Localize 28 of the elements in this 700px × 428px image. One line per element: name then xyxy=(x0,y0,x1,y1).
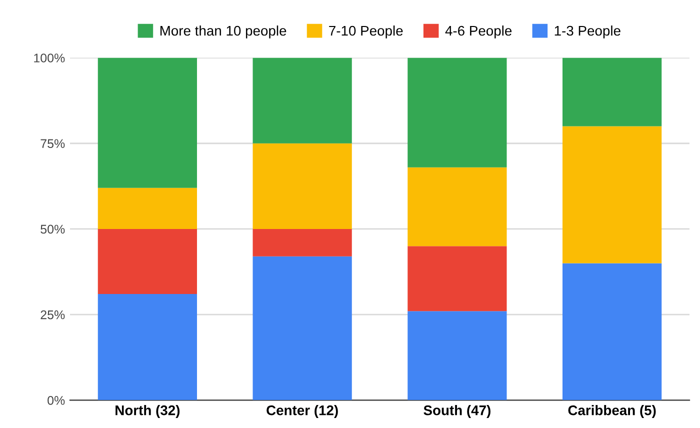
bar xyxy=(562,58,662,126)
bar xyxy=(408,311,507,400)
y-tick-label: 75% xyxy=(40,139,65,148)
x-tick-label: Caribbean (5) xyxy=(568,405,656,418)
bar xyxy=(252,228,352,256)
bar xyxy=(408,167,507,246)
bar xyxy=(408,246,507,312)
bar xyxy=(252,256,352,400)
y-tick-label: 0% xyxy=(48,396,65,405)
bar xyxy=(98,188,197,229)
bar xyxy=(98,294,197,400)
bar xyxy=(252,58,352,144)
legend-label: 4-6 People xyxy=(445,25,512,38)
y-tick-label: 25% xyxy=(40,310,65,320)
legend-label: More than 10 people xyxy=(160,25,286,38)
bar xyxy=(98,228,197,294)
bar xyxy=(252,143,352,229)
x-tick-label: South (47) xyxy=(424,405,490,418)
bar xyxy=(408,58,507,168)
bar xyxy=(562,263,662,400)
legend-label: 1-3 People xyxy=(554,25,620,38)
bar xyxy=(562,126,662,264)
x-tick-label: Center (12) xyxy=(266,405,338,418)
y-tick-label: 50% xyxy=(40,224,65,234)
y-tick-label: 100% xyxy=(34,54,65,62)
x-tick-label: North (32) xyxy=(116,405,180,418)
legend-label: 7-10 People xyxy=(329,25,403,38)
bar xyxy=(98,58,197,188)
